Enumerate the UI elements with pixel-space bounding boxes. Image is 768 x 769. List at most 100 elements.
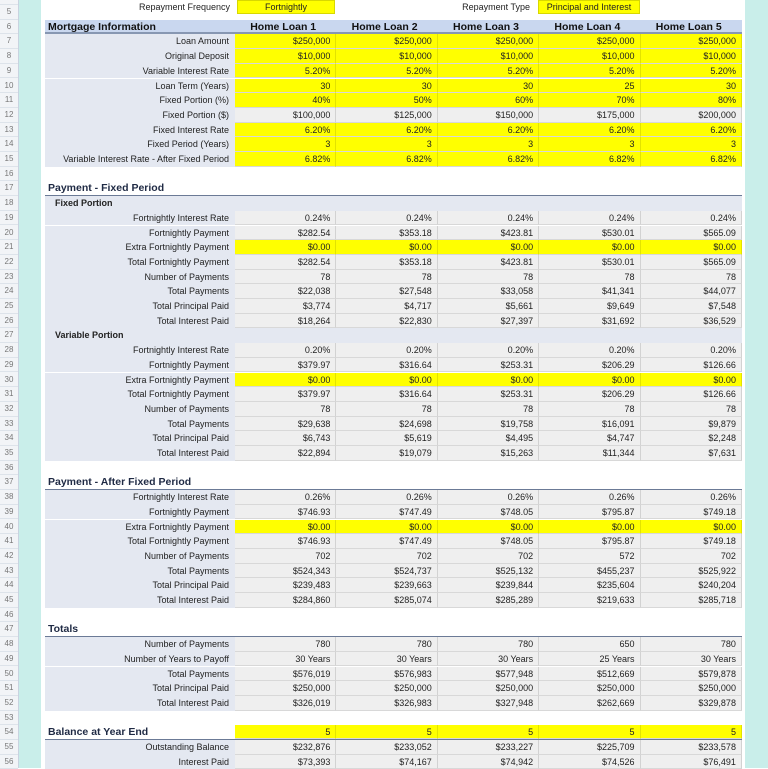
value-cell[interactable]: $576,019: [235, 666, 337, 682]
value-cell[interactable]: $253.31: [437, 387, 540, 402]
value-cell[interactable]: $73,393: [235, 754, 337, 769]
value-cell[interactable]: 702: [437, 548, 540, 564]
value-cell[interactable]: 0.26%: [640, 490, 742, 505]
value-cell[interactable]: 0.24%: [640, 210, 742, 226]
input-cell[interactable]: $0.00: [235, 519, 337, 535]
input-cell[interactable]: 3: [640, 137, 742, 152]
input-cell[interactable]: $0.00: [235, 240, 337, 255]
value-cell[interactable]: $250,000: [640, 681, 742, 696]
value-cell[interactable]: $44,077: [640, 284, 742, 299]
value-cell[interactable]: $74,942: [437, 754, 540, 769]
row-number[interactable]: 37: [0, 475, 18, 491]
column-header[interactable]: Home Loan 5: [640, 19, 742, 33]
input-cell[interactable]: 3: [437, 137, 540, 152]
row-number[interactable]: 47: [0, 622, 18, 638]
value-cell[interactable]: $2,248: [640, 431, 742, 446]
value-cell[interactable]: $239,483: [235, 578, 337, 593]
input-cell[interactable]: $250,000: [539, 34, 641, 50]
row-number[interactable]: 9: [0, 64, 18, 79]
row-number[interactable]: 13: [0, 123, 18, 138]
value-cell[interactable]: $379.97: [235, 387, 337, 402]
value-cell[interactable]: $11,344: [539, 446, 641, 461]
value-cell[interactable]: $239,663: [336, 578, 438, 593]
value-cell[interactable]: $29,638: [235, 416, 337, 432]
value-cell[interactable]: $530.01: [539, 254, 641, 270]
value-cell[interactable]: 650: [539, 637, 641, 652]
value-cell[interactable]: $235,604: [539, 578, 641, 593]
row-number[interactable]: 5: [0, 5, 18, 20]
row-number[interactable]: 53: [0, 711, 18, 726]
value-cell[interactable]: 78: [539, 269, 641, 285]
value-cell[interactable]: $5,661: [437, 299, 540, 314]
input-cell[interactable]: $0.00: [336, 519, 438, 535]
value-cell[interactable]: $36,529: [640, 313, 742, 329]
row-number[interactable]: 10: [0, 79, 18, 94]
row-number[interactable]: 44: [0, 578, 18, 593]
input-cell[interactable]: $0.00: [437, 372, 540, 388]
row-number[interactable]: 20: [0, 226, 18, 241]
input-cell[interactable]: 70%: [539, 93, 641, 108]
input-cell[interactable]: $0.00: [437, 519, 540, 535]
value-cell[interactable]: 78: [336, 269, 438, 285]
input-cell[interactable]: 5: [235, 725, 337, 739]
value-cell[interactable]: $33,058: [437, 284, 540, 299]
input-cell[interactable]: $10,000: [539, 49, 641, 64]
value-cell[interactable]: $577,948: [437, 666, 540, 682]
row-number[interactable]: 25: [0, 299, 18, 314]
value-cell[interactable]: $579,878: [640, 666, 742, 682]
row-number[interactable]: 11: [0, 93, 18, 108]
input-cell[interactable]: $250,000: [336, 34, 438, 50]
row-number[interactable]: 36: [0, 461, 18, 476]
column-header[interactable]: Home Loan 2: [336, 19, 438, 33]
input-cell[interactable]: 30: [235, 78, 337, 94]
value-cell[interactable]: 30 Years: [640, 651, 742, 667]
value-cell[interactable]: $747.49: [336, 504, 438, 520]
input-cell[interactable]: 5.20%: [640, 63, 742, 79]
value-cell[interactable]: 78: [336, 401, 438, 417]
input-cell[interactable]: 25: [539, 78, 641, 94]
value-cell[interactable]: 702: [640, 548, 742, 564]
value-cell[interactable]: $233,052: [336, 740, 438, 755]
row-number[interactable]: 24: [0, 284, 18, 299]
value-cell[interactable]: $41,341: [539, 284, 641, 299]
input-cell[interactable]: 6.20%: [437, 122, 540, 138]
value-cell[interactable]: $284,860: [235, 593, 337, 608]
input-cell[interactable]: 5: [336, 725, 438, 739]
value-cell[interactable]: $19,079: [336, 446, 438, 461]
value-cell[interactable]: $282.54: [235, 225, 337, 241]
value-cell[interactable]: $329,878: [640, 695, 742, 711]
input-cell[interactable]: $0.00: [640, 372, 742, 388]
value-cell[interactable]: 780: [640, 637, 742, 652]
input-cell[interactable]: $10,000: [437, 49, 540, 64]
input-cell[interactable]: $0.00: [539, 519, 641, 535]
value-cell[interactable]: $4,495: [437, 431, 540, 446]
value-cell[interactable]: $126.66: [640, 357, 742, 373]
row-number[interactable]: 48: [0, 637, 18, 652]
value-cell[interactable]: $5,619: [336, 431, 438, 446]
value-cell[interactable]: 702: [336, 548, 438, 564]
value-cell[interactable]: 30 Years: [437, 651, 540, 667]
value-cell[interactable]: $200,000: [640, 107, 742, 123]
input-cell[interactable]: 3: [235, 137, 337, 152]
value-cell[interactable]: $24,698: [336, 416, 438, 432]
value-cell[interactable]: $285,074: [336, 593, 438, 608]
row-number[interactable]: 50: [0, 667, 18, 682]
value-cell[interactable]: 0.20%: [336, 343, 438, 358]
row-number[interactable]: 7: [0, 34, 18, 50]
value-cell[interactable]: $19,758: [437, 416, 540, 432]
row-number[interactable]: 19: [0, 211, 18, 226]
value-cell[interactable]: 0.26%: [336, 490, 438, 505]
value-cell[interactable]: $74,167: [336, 754, 438, 769]
value-cell[interactable]: $565.09: [640, 225, 742, 241]
row-number[interactable]: 38: [0, 490, 18, 505]
row-number[interactable]: 56: [0, 755, 18, 769]
value-cell[interactable]: 30 Years: [235, 651, 337, 667]
input-cell[interactable]: $0.00: [437, 240, 540, 255]
value-cell[interactable]: $250,000: [235, 681, 337, 696]
row-number[interactable]: 30: [0, 373, 18, 388]
value-cell[interactable]: $326,019: [235, 695, 337, 711]
repayment-type-select[interactable]: Principal and Interest: [538, 0, 640, 14]
value-cell[interactable]: 0.24%: [539, 210, 641, 226]
row-number[interactable]: 8: [0, 49, 18, 64]
value-cell[interactable]: $749.18: [640, 504, 742, 520]
